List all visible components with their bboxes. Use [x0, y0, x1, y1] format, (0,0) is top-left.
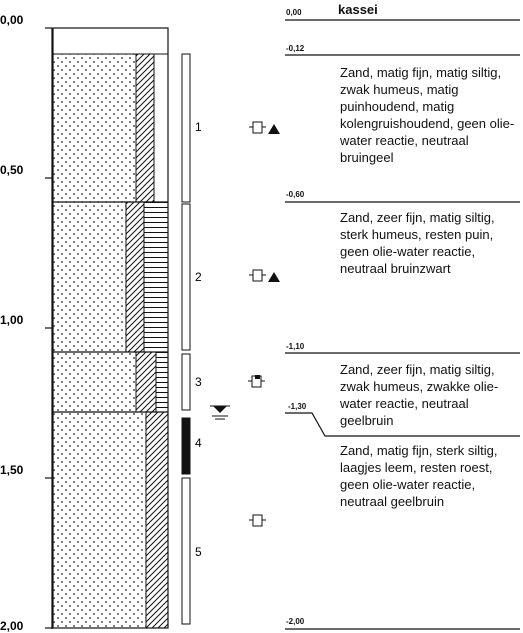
sample-number: 2 [195, 270, 202, 284]
sample-column: 1 2 3 4 5 [181, 53, 202, 625]
depth-tick-label: 1,00 [0, 313, 24, 327]
layer-description: Zand, matig fijn, matig siltig, zwak hum… [340, 65, 515, 165]
triangle-icon [268, 124, 280, 134]
layer-description: Zand, zeer fijn, matig siltig, sterk hum… [340, 210, 495, 276]
layer-top-label: -2,00 [286, 617, 305, 626]
layer-top-label: -0,60 [286, 190, 305, 199]
lithology-column [52, 27, 169, 629]
sample-number: 5 [195, 545, 202, 559]
depth-tick-label: 0,00 [0, 13, 24, 27]
layer-top-label: -1,30 [288, 402, 307, 411]
sample-number: 3 [195, 375, 202, 389]
sample-jar-icon [249, 269, 266, 282]
layer-description: Zand, zeer fijn, matig siltig, zwak hume… [340, 362, 499, 428]
layer-boundaries [285, 19, 520, 630]
groundwater-level-icon [210, 405, 230, 420]
depth-tick-label: 0,50 [0, 163, 24, 177]
depth-axis: 0,00 0,50 1,00 1,50 2,00 [0, 13, 53, 633]
layer-description: Zand, matig fijn, sterk siltig, laagjes … [340, 443, 498, 509]
sample-number: 1 [195, 120, 202, 134]
sample-jar-icon [249, 514, 266, 527]
sample-number: 4 [195, 436, 202, 450]
layer-description: kassei [338, 2, 378, 17]
depth-tick-label: 1,50 [0, 463, 24, 477]
triangle-icon [268, 272, 280, 282]
layer-top-label: 0,00 [286, 8, 302, 17]
sample-jar-icon [249, 121, 266, 134]
layer-top-label: -1,10 [286, 342, 305, 351]
sample-jar-icon [248, 375, 265, 388]
layer-top-label: -0,12 [286, 44, 305, 53]
depth-tick-label: 2,00 [0, 619, 24, 633]
